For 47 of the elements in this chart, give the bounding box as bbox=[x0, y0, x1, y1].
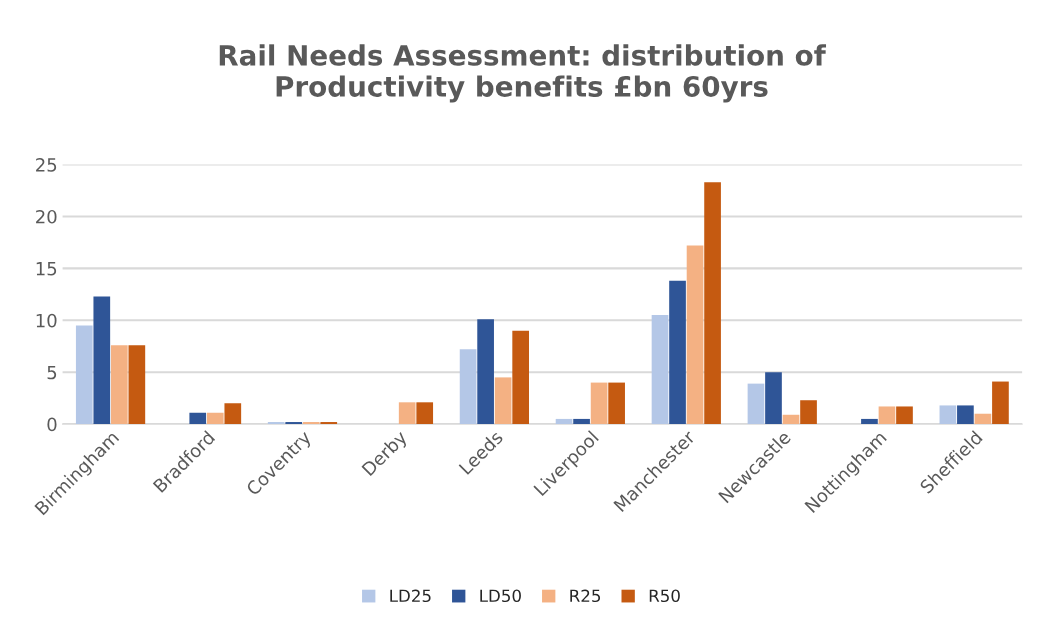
bar bbox=[555, 418, 573, 425]
bar bbox=[573, 418, 590, 425]
bar bbox=[747, 383, 765, 425]
bar bbox=[590, 382, 608, 425]
bar bbox=[896, 406, 913, 425]
bar bbox=[302, 422, 320, 425]
bar bbox=[800, 400, 817, 425]
bar bbox=[861, 418, 878, 425]
bar bbox=[494, 377, 512, 425]
bar bbox=[669, 280, 686, 425]
bar bbox=[782, 414, 800, 425]
bar bbox=[285, 422, 303, 425]
bar bbox=[398, 402, 416, 425]
legend-label: R25 bbox=[570, 589, 601, 603]
bar bbox=[267, 422, 285, 425]
y-tick-label: 0 bbox=[47, 417, 57, 432]
chart-title: Rail Needs Assessment: distribution of Productivity benefits £bn 60yrs bbox=[219, 44, 827, 103]
bar bbox=[512, 330, 530, 425]
bar bbox=[189, 412, 207, 425]
bar bbox=[128, 345, 146, 425]
y-tick-label: 5 bbox=[47, 365, 57, 380]
bar bbox=[477, 319, 494, 425]
bar bbox=[704, 182, 721, 425]
y-tick-label: 15 bbox=[36, 262, 57, 276]
bar bbox=[75, 325, 93, 425]
bar bbox=[878, 406, 896, 425]
bar bbox=[608, 382, 625, 425]
y-tick-label: 20 bbox=[36, 209, 57, 224]
bar bbox=[459, 349, 477, 425]
legend-label: LD25 bbox=[390, 589, 431, 603]
y-tick-label: 10 bbox=[36, 313, 57, 328]
y-tick-label: 25 bbox=[36, 158, 57, 172]
bar bbox=[93, 296, 111, 425]
bar bbox=[765, 372, 782, 425]
bar bbox=[651, 315, 669, 425]
bar bbox=[224, 403, 242, 425]
bar bbox=[686, 245, 704, 425]
bar bbox=[416, 402, 434, 425]
bar bbox=[320, 422, 338, 425]
bar bbox=[992, 381, 1009, 425]
bar bbox=[974, 413, 992, 425]
bar bbox=[206, 412, 224, 425]
bar bbox=[939, 405, 957, 425]
legend-label: R50 bbox=[649, 589, 680, 603]
bar bbox=[957, 405, 974, 425]
legend-label: LD50 bbox=[480, 589, 521, 603]
bar bbox=[110, 345, 128, 425]
